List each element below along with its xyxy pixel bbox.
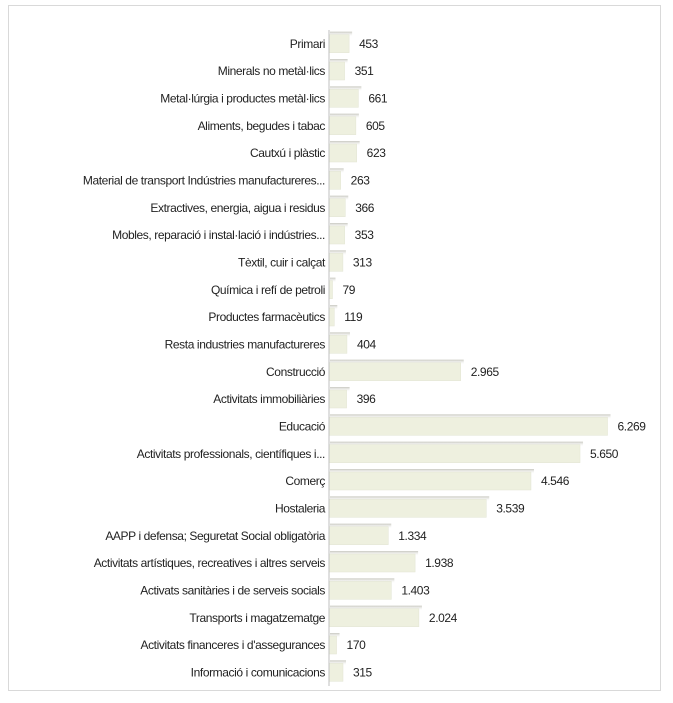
category-label: Mobles, reparació i instal·lació i indús… (112, 228, 325, 242)
category-label: Material de transport Indústries manufac… (83, 174, 325, 188)
category-label: Educació (279, 420, 326, 434)
category-label: Construcció (266, 365, 326, 379)
bar-shadow (330, 551, 419, 556)
bar-shadow (330, 277, 336, 283)
category-label: Química i refí de petroli (211, 283, 325, 297)
value-label: 3.539 (496, 502, 525, 516)
bar-shadow (330, 605, 422, 611)
bar (328, 116, 357, 135)
bar (328, 225, 345, 245)
bar (328, 362, 461, 381)
bar (328, 171, 341, 190)
bar-shadow (330, 305, 338, 310)
category-label: Resta industries manufactureres (165, 338, 326, 352)
category-label: Activats sanitàries i de serveis socials (140, 584, 325, 598)
value-label: 1.938 (425, 556, 454, 570)
bar-shadow (330, 250, 346, 256)
category-label: Metal·lúrgia i productes metàl·lics (160, 92, 325, 106)
bar-shadow (330, 141, 360, 146)
value-label: 170 (347, 638, 367, 652)
category-label: Cautxú i plàstic (250, 146, 325, 160)
category-label: Transports i magatzematge (189, 611, 325, 625)
value-label: 4.546 (541, 474, 570, 488)
bar-shadow (330, 660, 346, 666)
bar-shadow (330, 31, 353, 37)
bar-shadow (330, 496, 490, 502)
bar (328, 335, 348, 354)
value-label: 2.024 (429, 611, 458, 625)
bar (328, 307, 335, 327)
category-label: Activitats artístiques, recreatives i al… (94, 556, 326, 570)
value-label: 453 (359, 37, 379, 51)
category-label: Activitats financeres i d'assegurances (140, 638, 325, 652)
bar-shadow (330, 332, 350, 338)
category-label: Productes farmacèutics (208, 310, 325, 324)
bar-shadow (330, 86, 362, 92)
category-label: Minerals no metàl·lics (218, 64, 326, 78)
bar (328, 663, 344, 682)
bar (328, 581, 392, 600)
bar-shadow (330, 113, 359, 119)
bar (328, 143, 357, 163)
bar-shadow (330, 633, 340, 638)
bar-shadow (330, 414, 611, 420)
category-label: Extractives, energia, aigua i residus (150, 201, 325, 215)
value-label: 263 (351, 174, 371, 188)
bar (328, 89, 359, 108)
category-label: Primari (290, 37, 325, 51)
category-label: Hostaleria (275, 502, 326, 516)
category-label: Comerç (285, 474, 325, 488)
bar (328, 526, 389, 545)
category-label: Tèxtil, cuir i calçat (238, 256, 326, 270)
value-label: 313 (353, 256, 373, 270)
bar (328, 444, 581, 463)
value-label: 6.269 (618, 420, 647, 434)
bar (328, 417, 608, 436)
value-label: 1.403 (401, 584, 430, 598)
value-label: 605 (366, 119, 386, 133)
bar (328, 61, 345, 81)
value-label: 351 (355, 64, 375, 78)
value-label: 404 (357, 338, 377, 352)
bar-shadow (330, 523, 392, 529)
value-label: 119 (344, 310, 363, 324)
category-label: Activitats immobiliàries (213, 392, 325, 406)
bar-shadow (330, 387, 350, 392)
bar (328, 253, 344, 272)
bar (328, 34, 350, 53)
bar-shadow (330, 168, 344, 174)
bar-shadow (330, 441, 584, 447)
bar (328, 471, 532, 491)
bar (328, 280, 333, 299)
value-label: 661 (368, 92, 388, 106)
bar (328, 198, 346, 217)
value-label: 1.334 (398, 529, 427, 543)
category-label: Aliments, begudes i tabac (198, 119, 326, 133)
value-label: 79 (343, 283, 356, 297)
bar-shadow (330, 59, 348, 64)
bar (328, 553, 416, 573)
category-label: AAPP i defensa; Seguretat Social obligat… (105, 529, 325, 543)
category-label: Activitats professionals, científiques i… (137, 447, 325, 461)
value-label: 315 (353, 666, 373, 680)
bar (328, 499, 487, 518)
bar-shadow (330, 469, 534, 474)
value-label: 5.650 (590, 447, 619, 461)
value-label: 366 (355, 201, 375, 215)
bar-shadow (330, 359, 464, 365)
bar (328, 389, 347, 409)
value-label: 2.965 (471, 365, 500, 379)
bar-shadow (330, 578, 395, 584)
value-label: 623 (367, 146, 387, 160)
value-label: 396 (357, 392, 377, 406)
bar-shadow (330, 223, 348, 228)
bar-shadow (330, 195, 349, 201)
category-label: Informació i comunicacions (191, 666, 326, 680)
bar (328, 635, 337, 655)
value-label: 353 (355, 228, 375, 242)
bar (328, 608, 420, 627)
